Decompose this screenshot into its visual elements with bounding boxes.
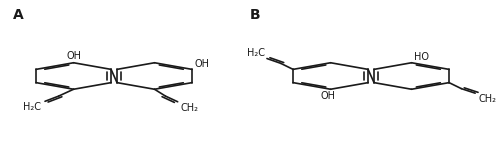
Text: OH: OH	[66, 51, 81, 61]
Text: H₂C: H₂C	[23, 102, 41, 112]
Text: A: A	[13, 8, 24, 22]
Text: H₂C: H₂C	[246, 48, 264, 58]
Text: OH: OH	[320, 91, 336, 101]
Text: CH₂: CH₂	[180, 102, 198, 112]
Text: B: B	[250, 8, 260, 22]
Text: CH₂: CH₂	[478, 94, 496, 104]
Text: HO: HO	[414, 52, 429, 62]
Text: OH: OH	[194, 59, 210, 69]
